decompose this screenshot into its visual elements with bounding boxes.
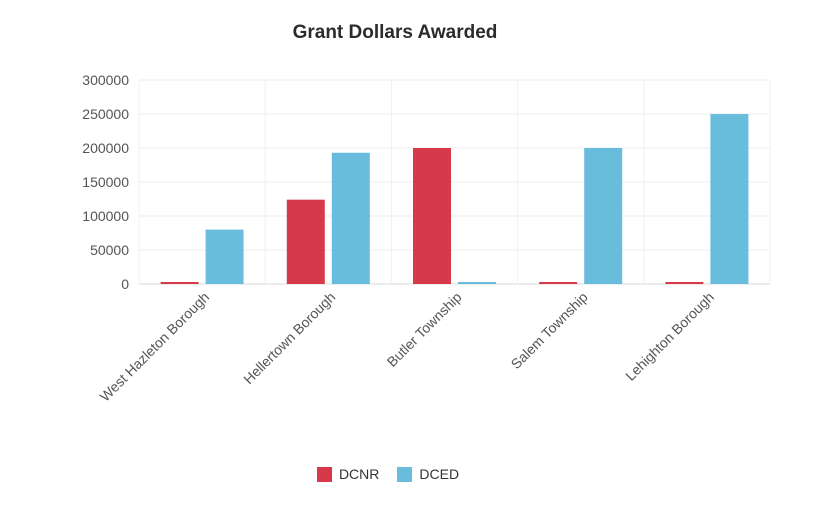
y-tick-label: 300000 xyxy=(82,72,129,88)
bar-dced-1[interactable] xyxy=(331,152,370,284)
chart-title: Grant Dollars Awarded xyxy=(292,22,498,43)
x-category-label: West Hazleton Borough xyxy=(97,289,213,405)
legend-swatch-dced xyxy=(397,466,413,482)
x-category-label: Lehighton Borough xyxy=(622,289,717,384)
bar-dced-3[interactable] xyxy=(584,148,623,284)
y-tick-label: 50000 xyxy=(90,242,129,258)
x-category-label: Butler Township xyxy=(384,289,465,370)
bars xyxy=(160,114,749,284)
bar-dcnr-2[interactable] xyxy=(413,148,451,284)
legend-label-dced: DCED xyxy=(419,466,460,482)
y-tick-label: 150000 xyxy=(82,174,129,190)
y-tick-label: 0 xyxy=(121,276,129,292)
y-axis: 0 50000 100000 150000 200000 250000 300000 xyxy=(82,72,129,292)
x-category-label: Salem Township xyxy=(508,289,591,372)
bar-dced-2[interactable] xyxy=(458,282,496,284)
bar-dced-0[interactable] xyxy=(205,229,244,284)
legend-item-dced[interactable]: DCED xyxy=(397,466,459,482)
bar-dcnr-3[interactable] xyxy=(539,282,578,284)
grid-lines xyxy=(138,79,771,285)
bar-dced-4[interactable] xyxy=(710,114,749,284)
legend-item-dcnr[interactable]: DCNR xyxy=(316,466,380,482)
legend-label-dcnr: DCNR xyxy=(338,466,380,482)
bar-dcnr-4[interactable] xyxy=(665,282,704,284)
x-axis: West Hazleton Borough Hellertown Borough B… xyxy=(97,289,717,405)
y-tick-label: 200000 xyxy=(82,140,129,156)
legend: DCNR DCED xyxy=(0,466,776,482)
y-tick-label: 250000 xyxy=(82,106,129,122)
x-category-label: Hellertown Borough xyxy=(240,289,338,387)
bar-dcnr-1[interactable] xyxy=(286,199,325,284)
bar-dcnr-0[interactable] xyxy=(160,282,199,284)
y-tick-label: 100000 xyxy=(82,208,129,224)
legend-swatch-dcnr xyxy=(316,466,332,482)
